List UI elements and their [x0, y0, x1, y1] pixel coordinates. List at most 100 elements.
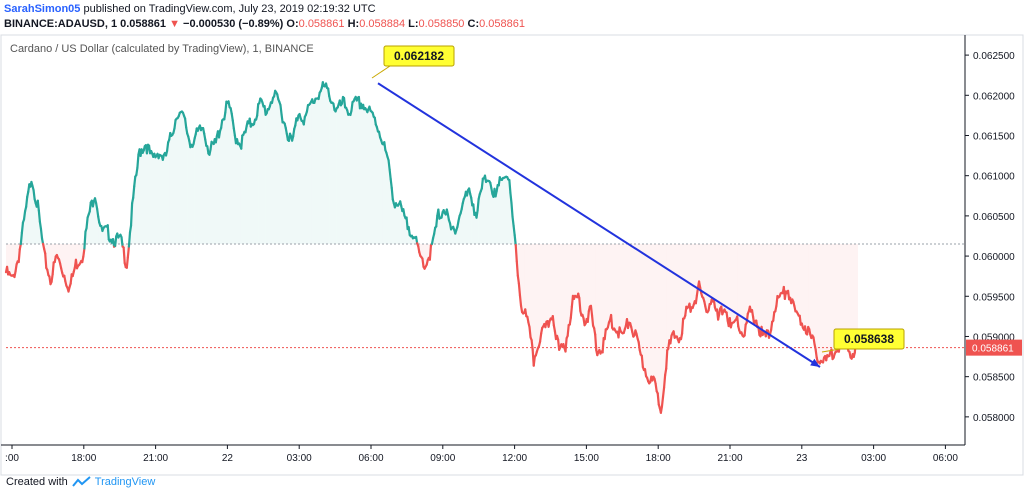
fill-above-baseline	[205, 139, 207, 245]
price-segment	[120, 236, 124, 248]
fill-below-baseline	[630, 244, 632, 328]
fill-below-baseline	[637, 244, 639, 343]
fill-above-baseline	[300, 118, 302, 245]
fill-above-baseline	[197, 127, 199, 245]
price-segment	[83, 230, 87, 250]
fill-below-baseline	[755, 244, 757, 321]
fill-below-baseline	[854, 244, 856, 353]
fill-below-baseline	[584, 244, 586, 326]
fill-below-baseline	[554, 244, 556, 340]
fill-below-baseline	[424, 244, 426, 269]
fill-above-baseline	[226, 101, 228, 245]
x-tick-label: 21:00	[143, 453, 168, 464]
fill-below-baseline	[771, 244, 773, 330]
fill-above-baseline	[388, 160, 390, 245]
fill-below-baseline	[814, 244, 816, 350]
fill-below-baseline	[57, 244, 59, 260]
fill-above-baseline	[91, 200, 93, 245]
fill-below-baseline	[78, 244, 80, 266]
fill-below-baseline	[586, 244, 588, 322]
fill-above-baseline	[164, 153, 167, 245]
fill-below-baseline	[758, 244, 760, 335]
fill-above-baseline	[93, 198, 96, 245]
price-segment	[20, 221, 25, 234]
fill-below-baseline	[547, 244, 549, 327]
fill-above-baseline	[136, 167, 138, 245]
fill-below-baseline	[701, 244, 703, 297]
fill-above-baseline	[156, 153, 158, 245]
price-segment	[513, 233, 517, 247]
price-segment	[88, 201, 92, 213]
fill-below-baseline	[528, 244, 530, 327]
fill-above-baseline	[204, 133, 206, 245]
fill-above-baseline	[286, 133, 288, 245]
tradingview-link[interactable]: TradingView	[94, 476, 156, 488]
price-segment	[435, 214, 439, 228]
fill-below-baseline	[784, 244, 786, 299]
fill-above-baseline	[287, 139, 289, 245]
fill-below-baseline	[727, 244, 729, 327]
fill-above-baseline	[248, 118, 250, 245]
fill-above-baseline	[318, 92, 320, 245]
fill-above-baseline	[351, 102, 353, 245]
fill-below-baseline	[667, 244, 669, 351]
fill-above-baseline	[257, 104, 259, 245]
fill-below-baseline	[533, 244, 535, 366]
fill-below-baseline	[663, 244, 665, 398]
fill-below-baseline	[745, 244, 747, 325]
y-tick-label: 0.058000	[973, 413, 1015, 424]
fill-above-baseline	[321, 82, 323, 245]
fill-above-baseline	[380, 137, 382, 245]
fill-above-baseline	[394, 203, 396, 245]
fill-above-baseline	[158, 154, 160, 245]
fill-above-baseline	[504, 177, 506, 245]
fill-above-baseline	[369, 106, 371, 245]
fill-below-baseline	[656, 244, 658, 394]
price-segment	[25, 195, 29, 208]
fill-below-baseline	[64, 244, 66, 282]
x-tick-label: 09:00	[430, 453, 455, 464]
fill-above-baseline	[393, 203, 395, 245]
price-segment	[566, 323, 570, 338]
fill-below-baseline	[676, 244, 678, 340]
fill-above-baseline	[499, 177, 501, 245]
fill-above-baseline	[180, 111, 182, 245]
fill-below-baseline	[655, 244, 657, 392]
tradingview-logo-icon	[71, 476, 91, 487]
fill-above-baseline	[480, 188, 482, 245]
x-tick-label: 06:00	[358, 453, 383, 464]
fill-above-baseline	[308, 104, 310, 245]
fill-below-baseline	[636, 244, 638, 339]
x-tick-label: 12:00	[502, 453, 527, 464]
fill-below-baseline	[713, 244, 715, 308]
fill-below-baseline	[607, 244, 609, 328]
fill-above-baseline	[376, 127, 378, 245]
price-segment	[383, 141, 387, 152]
price-segment	[530, 339, 534, 351]
fill-below-baseline	[837, 244, 839, 352]
price-segment	[279, 103, 283, 116]
fill-below-baseline	[653, 244, 655, 379]
fill-below-baseline	[702, 244, 704, 299]
fill-above-baseline	[375, 124, 377, 245]
fill-below-baseline	[719, 244, 721, 315]
price-segment	[512, 224, 516, 237]
fill-below-baseline	[542, 244, 544, 328]
price-series	[4, 81, 860, 414]
fill-below-baseline	[572, 244, 574, 299]
fill-below-baseline	[574, 244, 576, 299]
fill-above-baseline	[199, 125, 201, 245]
price-segment	[231, 119, 235, 130]
fill-above-baseline	[315, 98, 317, 245]
fill-below-baseline	[588, 244, 590, 312]
fill-below-baseline	[601, 244, 603, 353]
price-segment	[601, 337, 605, 354]
fill-above-baseline	[324, 83, 327, 245]
fill-below-baseline	[612, 244, 614, 330]
fill-below-baseline	[63, 244, 65, 277]
author-link[interactable]: SarahSimon05	[4, 3, 81, 15]
fill-below-baseline	[595, 244, 597, 351]
fill-above-baseline	[372, 112, 374, 245]
fill-below-baseline	[855, 244, 857, 342]
